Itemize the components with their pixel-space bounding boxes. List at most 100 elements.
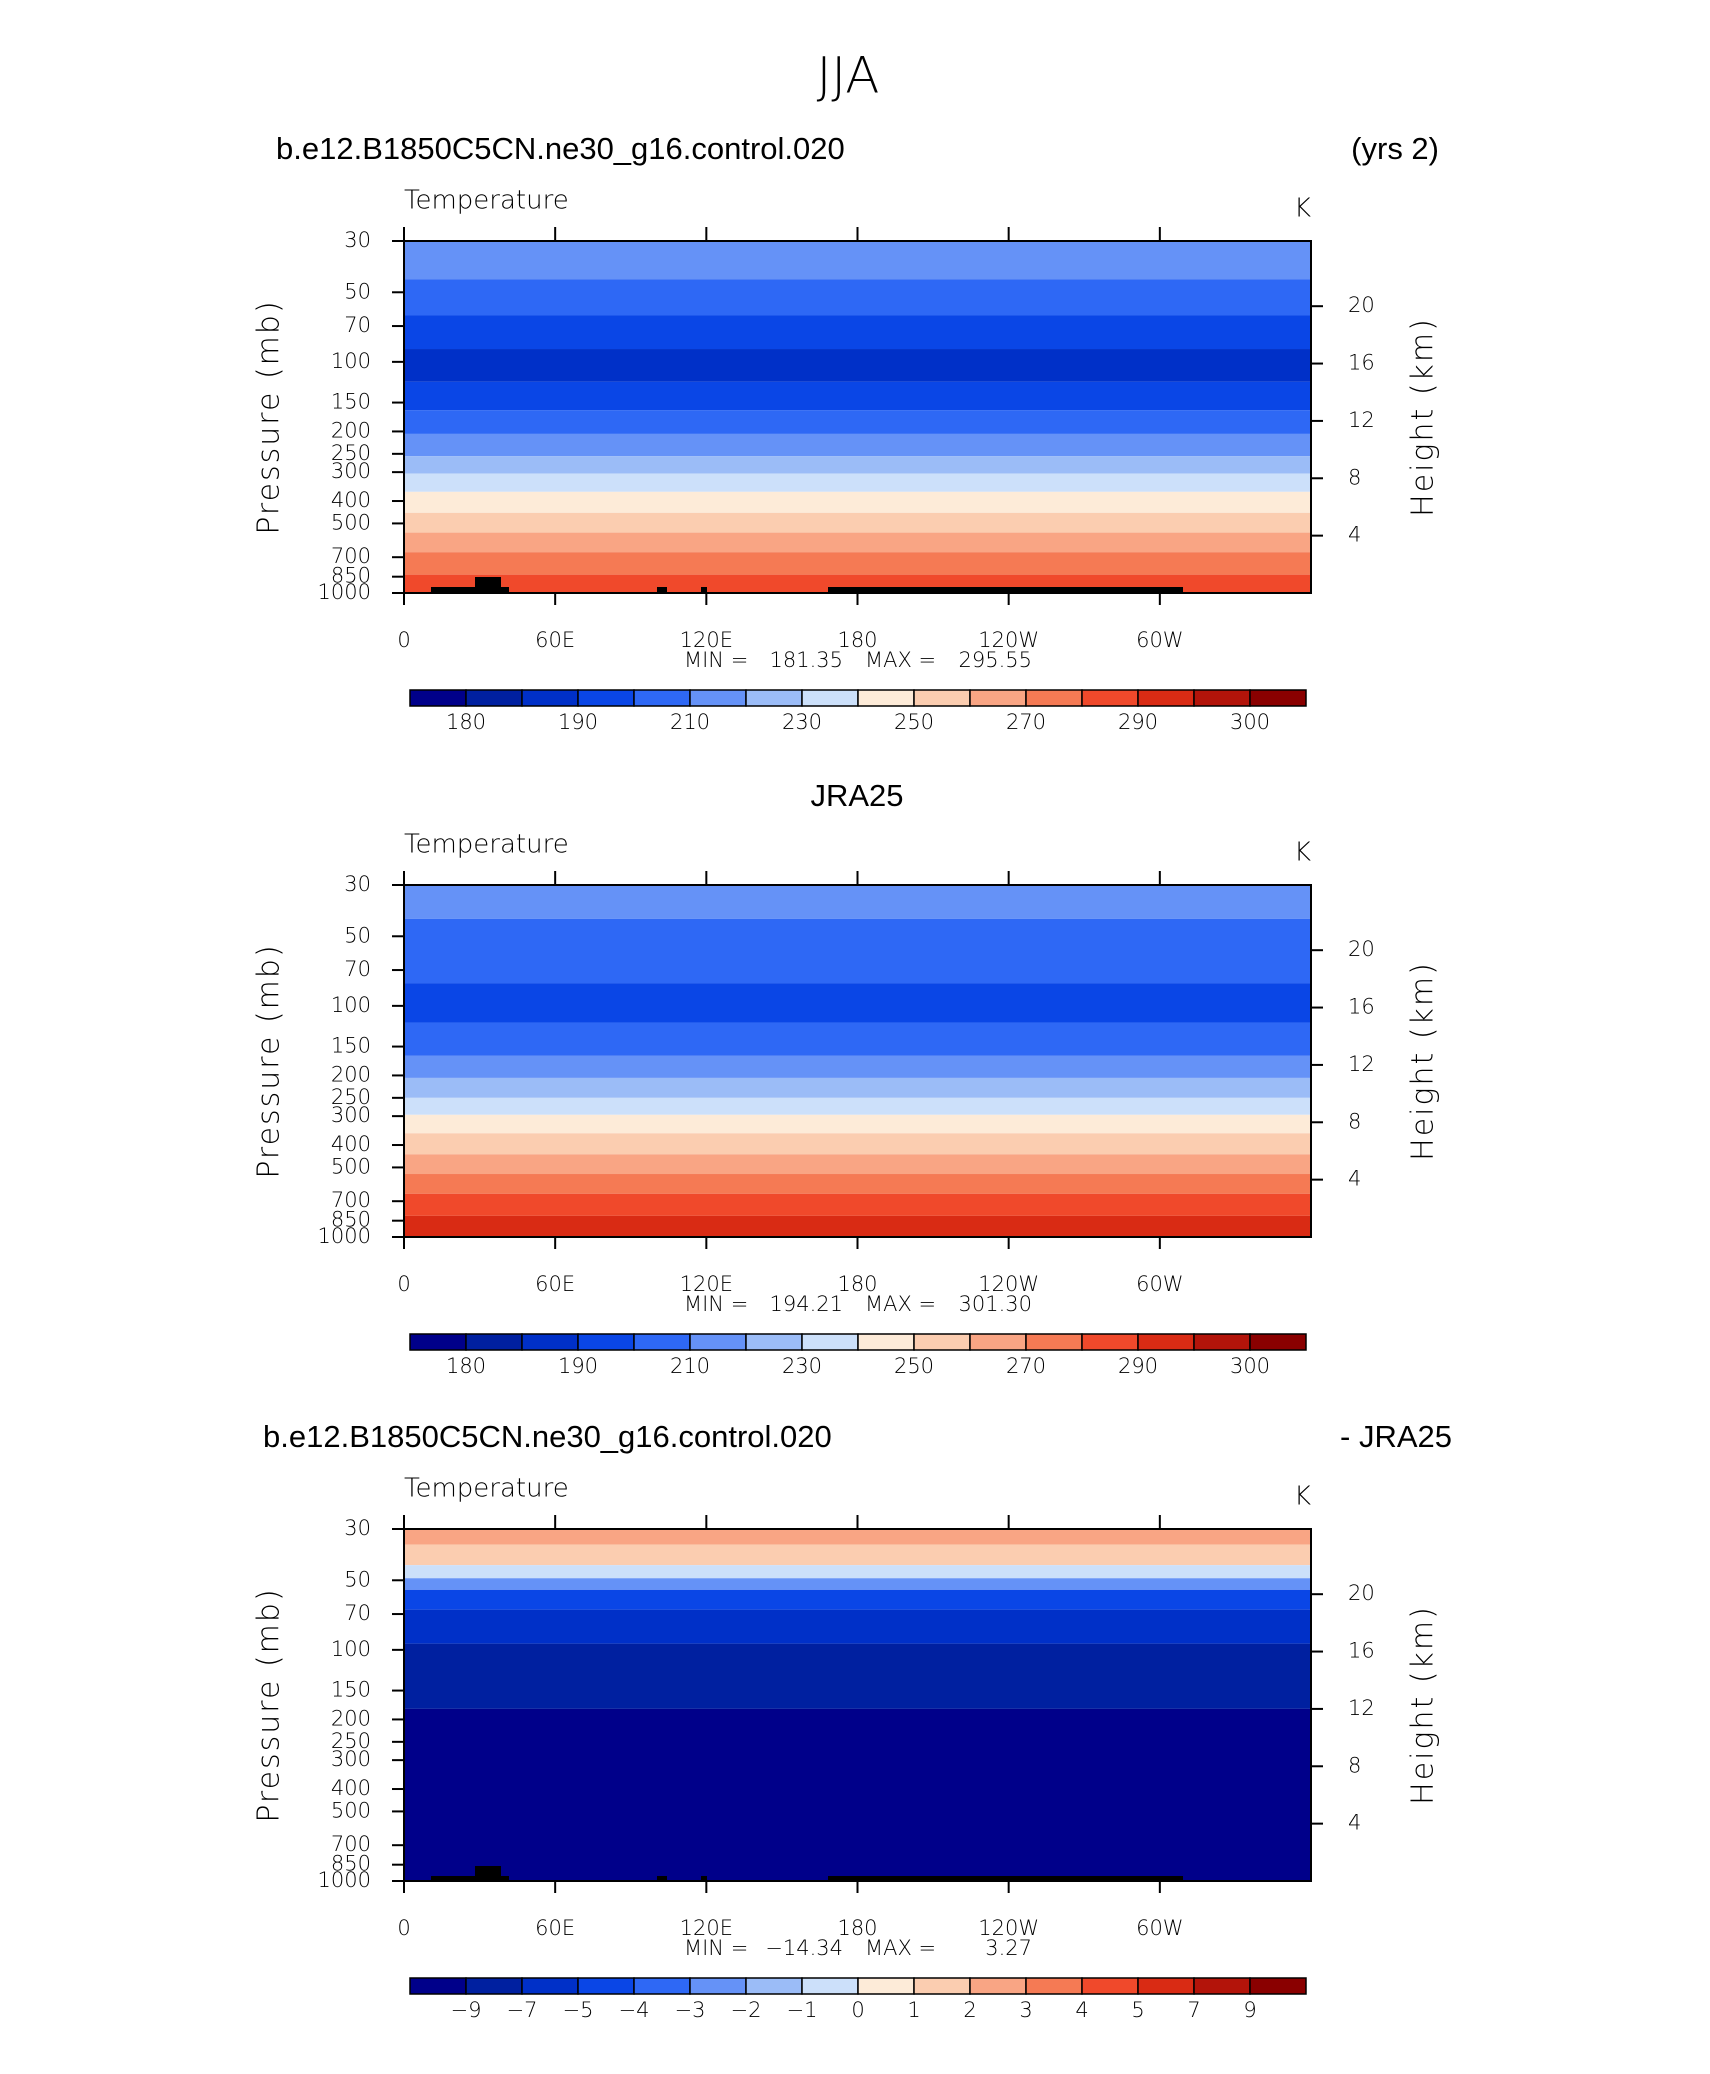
colorbar-box <box>1249 689 1307 707</box>
colorbar-box <box>1249 1333 1307 1351</box>
y2-tick-label: 20 <box>1348 937 1375 961</box>
colorbar-box <box>801 689 859 707</box>
y-tick-label: 100 <box>331 1637 371 1661</box>
y2-tick-label: 8 <box>1348 465 1361 489</box>
y-tick-label: 500 <box>331 510 371 534</box>
y-tick-label: 50 <box>344 1567 371 1591</box>
colorbar-box <box>465 1977 523 1995</box>
y-tick-label: 30 <box>344 1516 371 1540</box>
colorbar-box <box>1081 1333 1139 1351</box>
colorbar-box <box>577 1333 635 1351</box>
x-tick-label: 60E <box>535 1272 575 1296</box>
y-tick-label: 500 <box>331 1798 371 1822</box>
contour-band <box>404 1609 1311 1644</box>
x-tick-label: 120W <box>978 1916 1039 1940</box>
colorbar-label: 9 <box>1243 1998 1256 2022</box>
colorbar-box <box>1025 689 1083 707</box>
contour-band <box>404 1643 1311 1709</box>
colorbar-box <box>689 689 747 707</box>
colorbar-label: 300 <box>1230 1354 1270 1378</box>
colorbar-box <box>801 1333 859 1351</box>
colorbar-label: 180 <box>446 1354 486 1378</box>
colorbar-label: 290 <box>1118 710 1158 734</box>
y-tick-label: 300 <box>331 1747 371 1771</box>
max-label: MAX = <box>865 1936 936 1960</box>
colorbar-box <box>857 1333 915 1351</box>
y-tick-label: 400 <box>331 1776 371 1800</box>
x-tick-label: 180 <box>837 1916 877 1940</box>
contour-band <box>404 433 1311 457</box>
x-tick-label: 60W <box>1136 1916 1184 1940</box>
colorbar-box <box>465 1333 523 1351</box>
contour-band <box>404 279 1311 316</box>
contour-band <box>404 983 1311 1023</box>
colorbar-box <box>801 1977 859 1995</box>
contour-band <box>404 1529 1311 1545</box>
colorbar-box <box>1137 1977 1195 1995</box>
y-tick-label: 100 <box>331 349 371 373</box>
units: K <box>1294 194 1311 224</box>
page-title: JJA <box>817 47 880 105</box>
subtitle: Temperature <box>404 830 569 860</box>
colorbar-box <box>1081 1977 1139 1995</box>
colorbar-label: 180 <box>446 710 486 734</box>
min-value: 194.21 <box>770 1292 843 1316</box>
max-label: MAX = <box>865 648 936 672</box>
colorbar-box <box>521 1977 579 1995</box>
subtitle: Temperature <box>404 186 569 216</box>
contour-band <box>404 349 1311 382</box>
x-tick-label: 0 <box>397 1272 410 1296</box>
colorbar-box <box>633 689 691 707</box>
max-value: 3.27 <box>985 1936 1032 1960</box>
y-tick-label: 200 <box>331 418 371 442</box>
contour-band <box>404 1708 1311 1881</box>
colorbar-box <box>689 1333 747 1351</box>
x-tick-label: 120E <box>680 1916 733 1940</box>
y2-tick-label: 4 <box>1348 1811 1361 1835</box>
y-tick-label: 400 <box>331 1132 371 1156</box>
contour-band <box>404 1565 1311 1579</box>
x-tick-label: 60E <box>535 628 575 652</box>
y-tick-label: 1000 <box>318 580 371 604</box>
colorbar-label: 290 <box>1118 1354 1158 1378</box>
colorbar-box <box>857 689 915 707</box>
contour-band <box>404 1174 1311 1194</box>
topography <box>431 577 1183 1882</box>
colorbar-label: 190 <box>558 1354 598 1378</box>
y-tick-label: 250 <box>331 1085 371 1109</box>
y-tick-label: 100 <box>331 993 371 1017</box>
contour-band <box>404 1114 1311 1134</box>
colorbar-label: 230 <box>782 710 822 734</box>
y2-tick-label: 16 <box>1348 1639 1375 1663</box>
y-tick-label: 700 <box>331 544 371 568</box>
min-label: MIN = <box>684 1292 748 1316</box>
y-tick-label: 150 <box>331 1678 371 1702</box>
colorbar-label: 210 <box>670 1354 710 1378</box>
colorbar-label: 2 <box>963 1998 976 2022</box>
y-tick-label: 300 <box>331 1103 371 1127</box>
contour-band <box>404 512 1311 533</box>
y-tick-label: 850 <box>331 1852 371 1876</box>
x-tick-label: 120E <box>680 1272 733 1296</box>
colorbar-box <box>1081 689 1139 707</box>
y-tick-label: 150 <box>331 390 371 414</box>
y2-axis-label: Height (km) <box>1406 961 1441 1161</box>
contour-band <box>404 1133 1311 1155</box>
colorbar-label: −9 <box>451 1998 482 2022</box>
y-tick-label: 1000 <box>318 1224 371 1248</box>
y2-tick-label: 12 <box>1348 1052 1375 1076</box>
y-tick-label: 200 <box>331 1706 371 1730</box>
max-value: 301.30 <box>959 1292 1032 1316</box>
colorbar-box <box>969 689 1027 707</box>
x-tick-label: 60W <box>1136 1272 1184 1296</box>
y-tick-label: 850 <box>331 1208 371 1232</box>
y-tick-label: 250 <box>331 441 371 465</box>
contour-band <box>404 473 1311 492</box>
colorbar-box <box>409 1333 467 1351</box>
colorbar-box <box>1025 1977 1083 1995</box>
colorbar-label: 0 <box>851 1998 864 2022</box>
colorbar-box <box>577 689 635 707</box>
x-tick-label: 120W <box>978 1272 1039 1296</box>
contour-band <box>404 552 1311 575</box>
